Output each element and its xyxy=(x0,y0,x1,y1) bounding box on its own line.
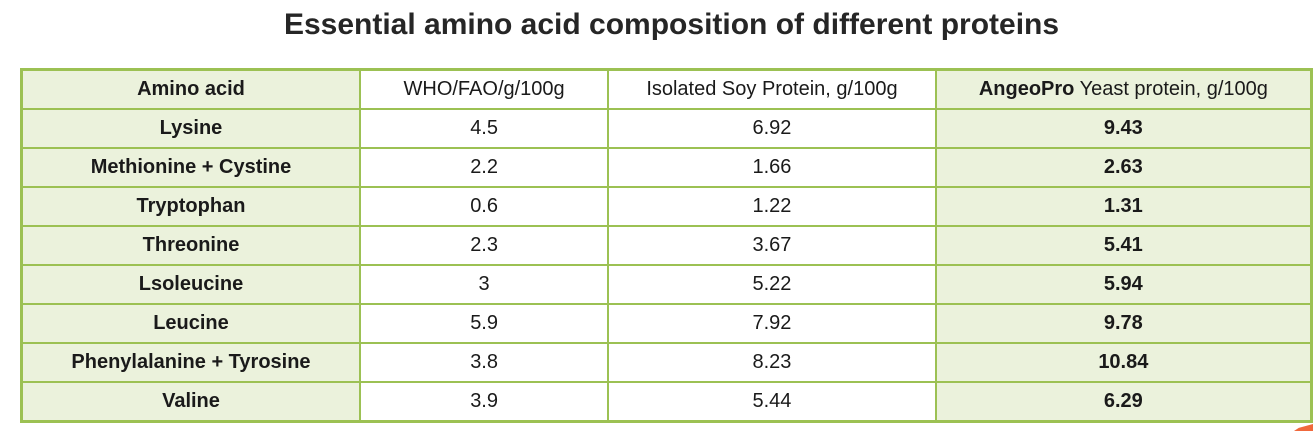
table-row-valine: Valine 3.9 5.44 6.29 xyxy=(20,381,1313,423)
angeopro-value: 9.78 xyxy=(934,303,1313,344)
angeopro-value: 2.63 xyxy=(934,147,1313,188)
amino-acid-name: Valine xyxy=(20,381,361,423)
who-fao-value: 2.3 xyxy=(358,225,610,266)
angeopro-value: 6.29 xyxy=(934,381,1313,423)
amino-acid-name: Lysine xyxy=(20,108,361,149)
col-header-amino-acid: Amino acid xyxy=(20,68,361,110)
angeopro-value: 10.84 xyxy=(934,342,1313,383)
col-header-who-fao: WHO/FAO/g/100g xyxy=(358,68,610,110)
angeopro-value: 1.31 xyxy=(934,186,1313,227)
page-title: Essential amino acid composition of diff… xyxy=(283,8,1060,41)
amino-acid-name: Leucine xyxy=(20,303,361,344)
who-fao-value: 3 xyxy=(358,264,610,305)
who-fao-value: 2.2 xyxy=(358,147,610,188)
table-row-leucine: Leucine 5.9 7.92 9.78 xyxy=(20,303,1313,344)
table-header-row: Amino acid WHO/FAO/g/100g Isolated Soy P… xyxy=(20,68,1313,110)
angeopro-value: 5.41 xyxy=(934,225,1313,266)
col-header-angeopro: AngeoPro Yeast protein, g/100g xyxy=(934,68,1313,110)
who-fao-value: 3.9 xyxy=(358,381,610,423)
table-row-lysine: Lysine 4.5 6.92 9.43 xyxy=(20,108,1313,149)
table-row-phenylalanine-tyrosine: Phenylalanine + Tyrosine 3.8 8.23 10.84 xyxy=(20,342,1313,383)
amino-acid-name: Phenylalanine + Tyrosine xyxy=(20,342,361,383)
soy-value: 5.22 xyxy=(607,264,937,305)
who-fao-value: 5.9 xyxy=(358,303,610,344)
corner-accent-shape xyxy=(1294,424,1313,431)
soy-value: 6.92 xyxy=(607,108,937,149)
angeopro-rest-label: Yeast protein, g/100g xyxy=(1074,78,1268,100)
table-row-lsoleucine: Lsoleucine 3 5.22 5.94 xyxy=(20,264,1313,305)
amino-acid-name: Threonine xyxy=(20,225,361,266)
who-fao-value: 3.8 xyxy=(358,342,610,383)
soy-value: 3.67 xyxy=(607,225,937,266)
soy-value: 7.92 xyxy=(607,303,937,344)
amino-acid-name: Tryptophan xyxy=(20,186,361,227)
soy-value: 5.44 xyxy=(607,381,937,423)
amino-acid-table: Amino acid WHO/FAO/g/100g Isolated Soy P… xyxy=(20,68,1313,423)
table-row-tryptophan: Tryptophan 0.6 1.22 1.31 xyxy=(20,186,1313,227)
soy-value: 1.22 xyxy=(607,186,937,227)
who-fao-value: 4.5 xyxy=(358,108,610,149)
soy-value: 1.66 xyxy=(607,147,937,188)
col-header-isolated-soy: Isolated Soy Protein, g/100g xyxy=(607,68,937,110)
amino-acid-name: Lsoleucine xyxy=(20,264,361,305)
angeopro-value: 9.43 xyxy=(934,108,1313,149)
table-row-threonine: Threonine 2.3 3.67 5.41 xyxy=(20,225,1313,266)
who-fao-value: 0.6 xyxy=(358,186,610,227)
table-row-methionine-cystine: Methionine + Cystine 2.2 1.66 2.63 xyxy=(20,147,1313,188)
angeopro-value: 5.94 xyxy=(934,264,1313,305)
amino-acid-name: Methionine + Cystine xyxy=(20,147,361,188)
soy-value: 8.23 xyxy=(607,342,937,383)
angeopro-brand-label: AngeoPro xyxy=(978,78,1075,100)
